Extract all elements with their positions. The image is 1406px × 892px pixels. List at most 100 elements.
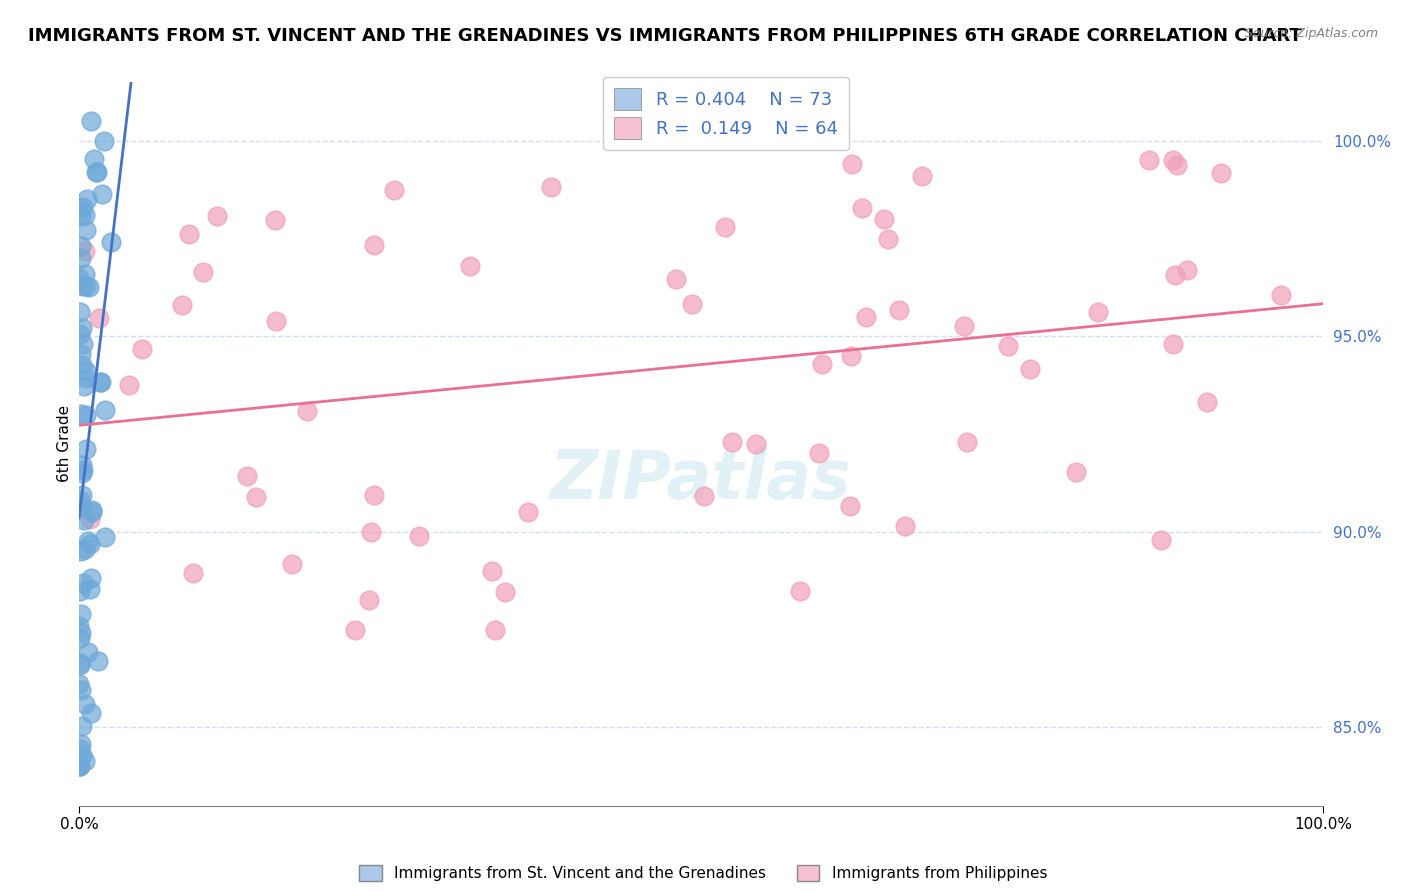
Point <box>73 697 96 711</box>
Point <box>236 469 259 483</box>
Point <box>69 737 91 751</box>
Point <box>953 319 976 334</box>
Point <box>540 180 562 194</box>
Point <box>79 537 101 551</box>
Point <box>1064 465 1087 479</box>
Point <box>714 220 737 235</box>
Point <box>67 759 90 773</box>
Point <box>70 458 93 472</box>
Point <box>73 541 96 556</box>
Point <box>360 525 382 540</box>
Point <box>69 607 91 621</box>
Point <box>484 623 506 637</box>
Point <box>69 543 91 558</box>
Point <box>77 279 100 293</box>
Point <box>69 201 91 215</box>
Point <box>745 437 768 451</box>
Point <box>69 583 91 598</box>
Point <box>1211 166 1233 180</box>
Point <box>181 566 204 580</box>
Point <box>1195 395 1218 409</box>
Point <box>458 259 481 273</box>
Point <box>84 165 107 179</box>
Point <box>877 231 900 245</box>
Point <box>69 239 91 253</box>
Point <box>73 754 96 768</box>
Point <box>79 512 101 526</box>
Point <box>494 584 516 599</box>
Point <box>80 114 103 128</box>
Point <box>280 558 302 572</box>
Point <box>245 490 267 504</box>
Point <box>997 339 1019 353</box>
Point <box>72 201 94 215</box>
Point <box>67 759 90 773</box>
Point <box>69 677 91 691</box>
Point <box>86 164 108 178</box>
Point <box>363 488 385 502</box>
Text: ZIPatlas: ZIPatlas <box>550 447 852 513</box>
Point <box>1150 533 1173 547</box>
Point <box>69 326 91 341</box>
Point <box>118 377 141 392</box>
Point <box>94 403 117 417</box>
Point <box>1019 361 1042 376</box>
Point <box>665 271 688 285</box>
Point <box>69 657 91 671</box>
Point <box>264 314 287 328</box>
Point <box>70 488 93 502</box>
Point <box>93 134 115 148</box>
Point <box>357 592 380 607</box>
Point <box>69 619 91 633</box>
Point <box>70 321 93 335</box>
Point <box>73 208 96 222</box>
Point <box>956 435 979 450</box>
Point <box>69 251 91 265</box>
Point <box>191 265 214 279</box>
Point <box>87 654 110 668</box>
Point <box>873 211 896 226</box>
Point <box>69 305 91 319</box>
Point <box>811 358 834 372</box>
Point <box>69 759 91 773</box>
Point <box>382 183 405 197</box>
Point <box>894 519 917 533</box>
Point <box>69 626 91 640</box>
Point <box>170 298 193 312</box>
Point <box>1270 288 1292 302</box>
Point <box>516 505 538 519</box>
Point <box>70 358 93 372</box>
Point <box>70 209 93 223</box>
Point <box>839 499 862 513</box>
Point <box>1161 336 1184 351</box>
Y-axis label: 6th Grade: 6th Grade <box>58 405 72 483</box>
Point <box>1161 153 1184 168</box>
Point <box>75 364 97 378</box>
Point <box>408 529 430 543</box>
Point <box>1087 305 1109 319</box>
Point <box>76 192 98 206</box>
Point <box>179 227 201 241</box>
Point <box>79 706 101 720</box>
Point <box>363 238 385 252</box>
Point <box>692 489 714 503</box>
Point <box>1166 159 1188 173</box>
Point <box>89 310 111 325</box>
Point <box>69 631 91 645</box>
Point <box>77 534 100 549</box>
Point <box>851 202 873 216</box>
Point <box>80 571 103 585</box>
Point <box>910 169 932 183</box>
Text: IMMIGRANTS FROM ST. VINCENT AND THE GRENADINES VS IMMIGRANTS FROM PHILIPPINES 6T: IMMIGRANTS FROM ST. VINCENT AND THE GREN… <box>28 27 1302 45</box>
Point <box>75 371 97 385</box>
Point <box>76 645 98 659</box>
Point <box>264 212 287 227</box>
Point <box>72 467 94 481</box>
Point <box>72 336 94 351</box>
Point <box>70 683 93 698</box>
Point <box>72 278 94 293</box>
Point <box>90 375 112 389</box>
Point <box>344 623 367 637</box>
Point <box>69 407 91 421</box>
Point <box>1137 153 1160 168</box>
